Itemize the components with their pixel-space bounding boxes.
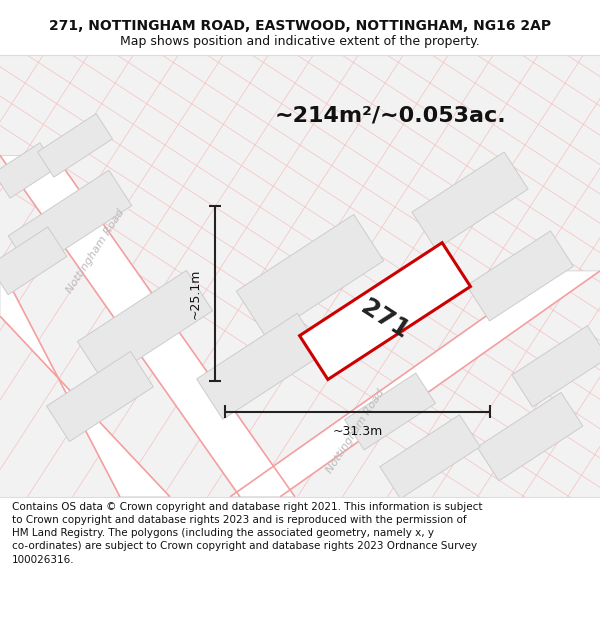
Polygon shape	[512, 326, 600, 407]
Text: Contains OS data © Crown copyright and database right 2021. This information is : Contains OS data © Crown copyright and d…	[12, 502, 482, 564]
Polygon shape	[0, 156, 295, 497]
Polygon shape	[77, 271, 212, 382]
Polygon shape	[380, 415, 480, 499]
Text: 271: 271	[356, 295, 413, 343]
Polygon shape	[299, 242, 470, 379]
Text: ~31.3m: ~31.3m	[332, 425, 383, 438]
Text: Map shows position and indicative extent of the property.: Map shows position and indicative extent…	[120, 35, 480, 48]
Polygon shape	[236, 214, 383, 338]
Text: ~25.1m: ~25.1m	[188, 268, 202, 319]
Polygon shape	[230, 271, 600, 497]
Text: 271, NOTTINGHAM ROAD, EASTWOOD, NOTTINGHAM, NG16 2AP: 271, NOTTINGHAM ROAD, EASTWOOD, NOTTINGH…	[49, 19, 551, 33]
Polygon shape	[344, 373, 436, 450]
Polygon shape	[0, 227, 67, 295]
Polygon shape	[0, 266, 170, 497]
Polygon shape	[0, 143, 56, 198]
Text: ~214m²/~0.053ac.: ~214m²/~0.053ac.	[274, 105, 506, 125]
Polygon shape	[197, 313, 323, 419]
Polygon shape	[37, 114, 113, 177]
Text: Nottingham Road: Nottingham Road	[64, 207, 126, 294]
Polygon shape	[477, 392, 583, 481]
Polygon shape	[412, 152, 528, 249]
Polygon shape	[47, 351, 154, 441]
Text: Nottingham Road: Nottingham Road	[324, 388, 386, 476]
Polygon shape	[8, 170, 132, 271]
Polygon shape	[467, 231, 574, 321]
